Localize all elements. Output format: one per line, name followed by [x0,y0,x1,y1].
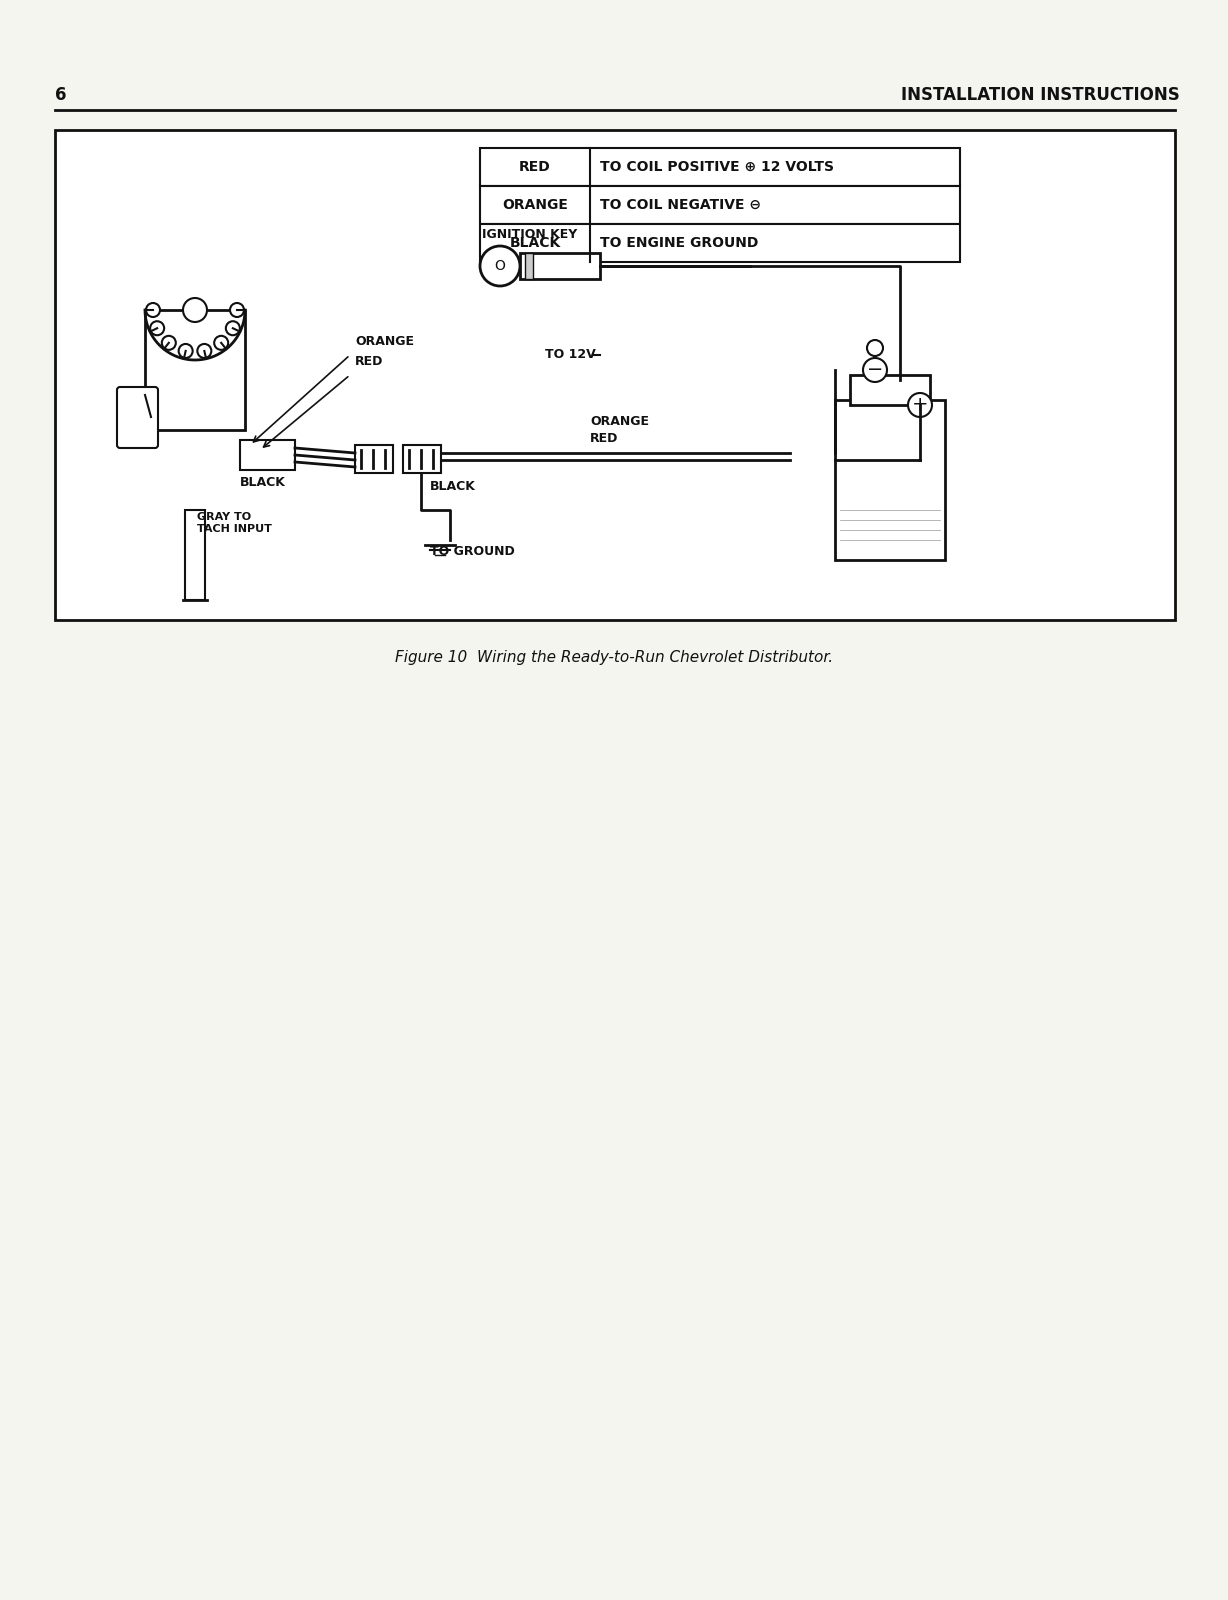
Text: TO ENGINE GROUND: TO ENGINE GROUND [600,235,759,250]
Text: TO GROUND: TO GROUND [430,546,515,558]
Circle shape [146,302,160,317]
Circle shape [863,358,887,382]
Circle shape [214,336,228,350]
Text: +: + [911,395,928,414]
Bar [526,253,533,278]
FancyBboxPatch shape [117,387,158,448]
Text: ORANGE: ORANGE [502,198,567,211]
Bar [480,186,960,224]
Bar [55,130,1175,619]
Bar [145,310,246,430]
Bar [355,445,393,474]
Bar [239,440,295,470]
Text: GRAY TO
TACH INPUT: GRAY TO TACH INPUT [196,512,271,533]
Bar [480,224,960,262]
Bar [519,253,600,278]
Text: ORANGE: ORANGE [355,334,414,349]
Bar [850,374,930,405]
Circle shape [183,298,208,322]
Text: RED: RED [589,432,619,445]
Bar [480,149,960,186]
Circle shape [150,322,165,336]
Text: BLACK: BLACK [239,475,286,488]
Text: 6: 6 [55,86,66,104]
Text: O: O [495,259,506,274]
Text: BLACK: BLACK [510,235,561,250]
Circle shape [480,246,519,286]
Circle shape [162,336,176,350]
Bar [185,510,205,600]
Text: INSTALLATION INSTRUCTIONS: INSTALLATION INSTRUCTIONS [901,86,1180,104]
Text: TO COIL POSITIVE ⊕ 12 VOLTS: TO COIL POSITIVE ⊕ 12 VOLTS [600,160,834,174]
Text: BLACK: BLACK [430,480,476,493]
Circle shape [230,302,244,317]
Circle shape [178,344,193,358]
Bar [403,445,441,474]
Bar [835,400,946,560]
Text: −: − [867,360,883,379]
Circle shape [907,394,932,418]
Circle shape [198,344,211,358]
Text: ORANGE: ORANGE [589,414,650,427]
Text: RED: RED [355,355,383,368]
Circle shape [867,341,883,357]
Text: TO COIL NEGATIVE ⊖: TO COIL NEGATIVE ⊖ [600,198,761,211]
Circle shape [226,322,239,336]
Text: IGNITION KEY: IGNITION KEY [483,227,577,242]
Text: RED: RED [519,160,551,174]
Text: Figure 10  Wiring the Ready-to-Run Chevrolet Distributor.: Figure 10 Wiring the Ready-to-Run Chevro… [395,650,833,666]
Text: TO 12V: TO 12V [545,349,596,362]
